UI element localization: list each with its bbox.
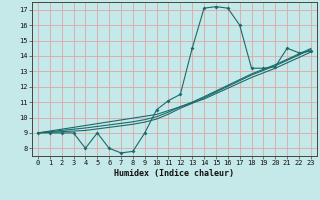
X-axis label: Humidex (Indice chaleur): Humidex (Indice chaleur) [115,169,234,178]
